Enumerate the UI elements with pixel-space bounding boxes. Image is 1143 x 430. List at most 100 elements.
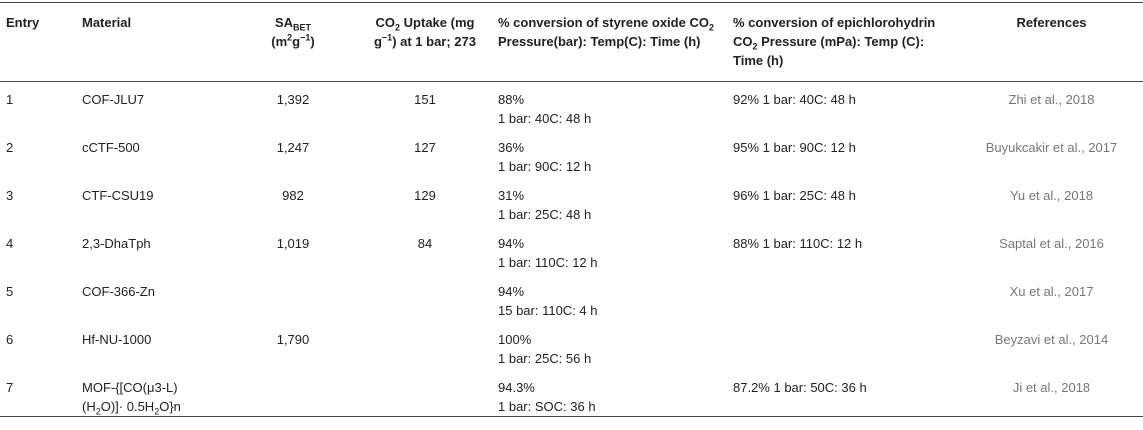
header-superscript: 2	[287, 32, 293, 43]
table-cell: 1,392	[226, 82, 360, 131]
table-row: 6 Hf-NU-1000 1,790 100% 1 bar: 25C: 56 h Beyz…	[0, 322, 1143, 370]
material-subscript: 2	[154, 406, 160, 417]
table-cell: 1,019	[226, 226, 360, 274]
reference: Beyzavi et al., 2014	[994, 332, 1109, 347]
header-cell: Material	[76, 2, 226, 82]
styrene_oxide-line: 100%	[498, 332, 532, 347]
co2-uptake: 84	[417, 236, 433, 251]
table-cell: Yu et al., 2018	[960, 178, 1143, 226]
table-cell	[360, 370, 490, 417]
reference: Ji et al., 2018	[1012, 380, 1091, 395]
header-text: ) at 1 bar; 273	[392, 34, 477, 49]
styrene_oxide-line: 94.3%	[498, 380, 535, 395]
table-header: Entry Material SABET (m2g−1) CO2 Uptake (…	[0, 2, 1143, 82]
header-text: Uptake (mg g	[373, 15, 475, 49]
header-cell: % conversion of styrene oxide CO2 Pressu…	[490, 2, 725, 82]
table-cell: 94.3% 1 bar: SOC: 36 h	[490, 370, 725, 417]
table-cell: 92% 1 bar: 40C: 48 h	[725, 82, 960, 131]
table-cell	[725, 274, 960, 322]
entry: 2	[6, 140, 14, 155]
reference: Yu et al., 2018	[1009, 188, 1094, 203]
table-cell: 2	[0, 130, 76, 178]
table-cell: cCTF-500	[76, 130, 226, 178]
header-subscript: BET	[293, 22, 312, 33]
styrene_oxide-line: 1 bar: 25C: 56 h	[498, 351, 592, 366]
header-text: g	[292, 34, 301, 49]
table-cell: 84	[360, 226, 490, 274]
entry: 1	[6, 92, 14, 107]
reference: Xu et al., 2017	[1009, 284, 1094, 299]
table-cell: 88% 1 bar: 110C: 12 h	[725, 226, 960, 274]
table-row: 7 MOF-{[CO(μ3-L) (H2O)]· 0.5H2O}n 94.3% 1 b…	[0, 370, 1143, 417]
table-cell: 5	[0, 274, 76, 322]
table-row: 2 cCTF-500 1,247 127 36% 1 bar: 90C: 12 h 95% …	[0, 130, 1143, 178]
table-cell	[360, 274, 490, 322]
header-text: Material	[82, 15, 132, 30]
table-cell: 1,247	[226, 130, 360, 178]
table-cell: 3	[0, 178, 76, 226]
material: CTF-CSU19	[82, 188, 154, 203]
table-cell: 87.2% 1 bar: 50C: 36 h	[725, 370, 960, 417]
reference: Saptal et al., 2016	[999, 236, 1104, 251]
material: COF-366-Zn	[82, 284, 155, 299]
table-cell	[226, 370, 360, 417]
table-row: 3 CTF-CSU19 982 129 31% 1 bar: 25C: 48 h 96% 1…	[0, 178, 1143, 226]
table-cell: Beyzavi et al., 2014	[960, 322, 1143, 370]
table-cell: 129	[360, 178, 490, 226]
table-cell	[725, 322, 960, 370]
table-cell: 7	[0, 370, 76, 417]
epichlorohydrin: 95% 1 bar: 90C: 12 h	[733, 140, 856, 155]
epichlorohydrin: 96% 1 bar: 25C: 48 h	[733, 188, 856, 203]
styrene_oxide-line: 1 bar: 110C: 12 h	[498, 255, 598, 270]
styrene_oxide-line: 94%	[498, 284, 525, 299]
header-text: % conversion of epichlorohydrin CO	[733, 15, 936, 49]
epichlorohydrin: 87.2% 1 bar: 50C: 36 h	[733, 380, 867, 395]
sa-bet: 1,790	[276, 332, 310, 347]
table-cell: 94% 15 bar: 110C: 4 h	[490, 274, 725, 322]
co2-uptake: 127	[414, 140, 436, 155]
table-cell: COF-JLU7	[76, 82, 226, 131]
styrene_oxide-line: 31%	[498, 188, 525, 203]
material-subscript: 2	[95, 406, 101, 417]
table-row: 5 COF-366-Zn 94% 15 bar: 110C: 4 h Xu et al.…	[0, 274, 1143, 322]
reference: Zhi et al., 2018	[1008, 92, 1095, 107]
header-text: References	[1016, 15, 1087, 30]
table-cell: Buyukcakir et al., 2017	[960, 130, 1143, 178]
table-cell: Zhi et al., 2018	[960, 82, 1143, 131]
table-cell: 88% 1 bar: 40C: 48 h	[490, 82, 725, 131]
table-cell: 6	[0, 322, 76, 370]
header-subscript: 2	[752, 41, 758, 52]
sa-bet: 1,247	[276, 140, 310, 155]
header-text: CO	[375, 15, 396, 30]
header-superscript: −1	[300, 32, 311, 43]
table-cell: Xu et al., 2017	[960, 274, 1143, 322]
table-row: 4 2,3-DhaTph 1,019 84 94% 1 bar: 110C: 12 h 88…	[0, 226, 1143, 274]
header-text: )	[310, 34, 315, 49]
header-row: Entry Material SABET (m2g−1) CO2 Uptake (…	[0, 2, 1143, 82]
styrene_oxide-line: 1 bar: SOC: 36 h	[498, 399, 596, 414]
sa-bet: 1,392	[276, 92, 310, 107]
table-cell: 96% 1 bar: 25C: 48 h	[725, 178, 960, 226]
epichlorohydrin: 88% 1 bar: 110C: 12 h	[733, 236, 863, 251]
header-subscript: 2	[708, 22, 714, 33]
table-cell: 151	[360, 82, 490, 131]
styrene_oxide-line: 36%	[498, 140, 525, 155]
styrene_oxide-line: 88%	[498, 92, 525, 107]
table-cell: 36% 1 bar: 90C: 12 h	[490, 130, 725, 178]
material-text: O)]· 0.5H	[100, 399, 155, 414]
table-cell: 2,3-DhaTph	[76, 226, 226, 274]
material: 2,3-DhaTph	[82, 236, 151, 251]
table-cell: CTF-CSU19	[76, 178, 226, 226]
header-text: Entry	[6, 15, 40, 30]
table-cell: MOF-{[CO(μ3-L) (H2O)]· 0.5H2O}n	[76, 370, 226, 417]
table-cell: Saptal et al., 2016	[960, 226, 1143, 274]
table-cell: Ji et al., 2018	[960, 370, 1143, 417]
table-cell: 31% 1 bar: 25C: 48 h	[490, 178, 725, 226]
header-cell: CO2 Uptake (mg g−1) at 1 bar; 273	[360, 2, 490, 82]
styrene_oxide-line: 1 bar: 90C: 12 h	[498, 159, 592, 174]
table-cell: 4	[0, 226, 76, 274]
table-cell: 1,790	[226, 322, 360, 370]
entry: 6	[6, 332, 14, 347]
header-text: Pressure(bar): Temp(C): Time (h)	[498, 34, 701, 49]
header-text: Pressure (mPa): Temp (C): Time (h)	[733, 34, 925, 68]
